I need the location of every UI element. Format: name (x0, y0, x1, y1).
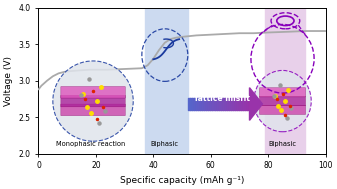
Bar (145, 8, 188, 154)
Text: Biphasic: Biphasic (151, 141, 179, 147)
FancyBboxPatch shape (61, 87, 125, 98)
FancyBboxPatch shape (259, 88, 306, 97)
FancyBboxPatch shape (61, 104, 125, 116)
Text: Monophasic reaction: Monophasic reaction (56, 141, 125, 147)
Y-axis label: Voltage (V): Voltage (V) (4, 56, 13, 106)
Bar (265, 8, 305, 154)
FancyBboxPatch shape (61, 95, 125, 107)
Text: Directional
lattice misfit: Directional lattice misfit (195, 84, 250, 103)
X-axis label: Specific capacity (mAh g⁻¹): Specific capacity (mAh g⁻¹) (120, 176, 244, 185)
Polygon shape (249, 88, 263, 120)
FancyBboxPatch shape (259, 97, 306, 106)
FancyBboxPatch shape (259, 105, 306, 114)
Ellipse shape (254, 70, 311, 132)
Ellipse shape (53, 61, 133, 141)
Text: Biphasic: Biphasic (269, 141, 297, 147)
